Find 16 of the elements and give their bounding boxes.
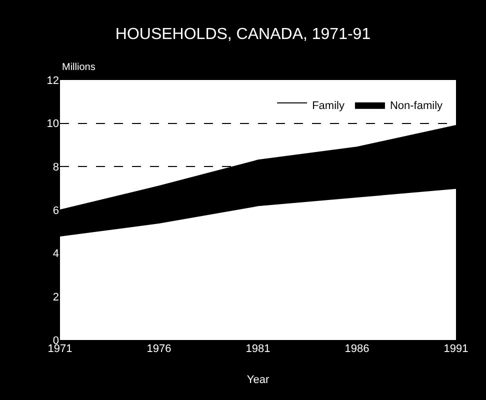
y-tick-label: 2	[52, 292, 59, 304]
x-tick-label: 1986	[344, 343, 370, 355]
x-tick-label: 1981	[246, 343, 270, 355]
y-axis-title: Millions	[62, 62, 96, 73]
y-tick-label: 8	[52, 162, 59, 174]
y-tick-label: 4	[52, 248, 59, 260]
y-tick-label: 10	[46, 118, 59, 130]
legend-label: Family	[312, 100, 345, 112]
y-tick-label: 6	[52, 204, 59, 217]
chart-title: HOUSEHOLDS, CANADA, 1971-91	[115, 26, 371, 44]
x-tick-label: 1971	[48, 343, 72, 355]
y-tick-label: 12	[46, 74, 59, 87]
x-tick-label: 1991	[444, 343, 468, 355]
legend-label: Non-family	[390, 100, 444, 112]
x-axis-title: Year	[246, 374, 270, 386]
x-tick-label: 1976	[146, 343, 172, 355]
